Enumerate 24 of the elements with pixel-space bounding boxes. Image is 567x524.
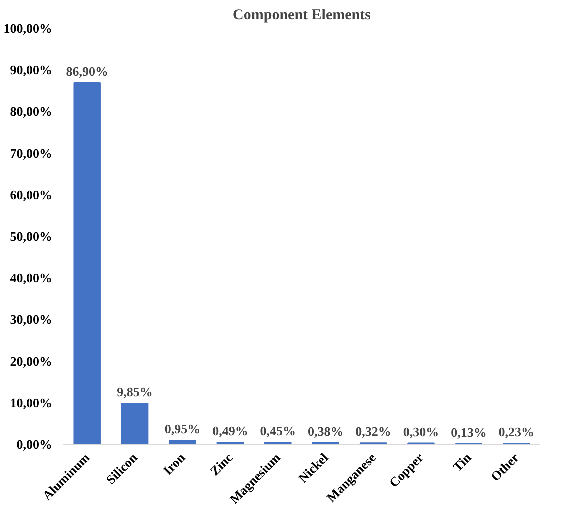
y-tick-label: 50,00% <box>10 229 52 244</box>
x-tick-label: Tin <box>450 450 475 474</box>
data-label: 0,38% <box>308 424 344 439</box>
y-tick-label: 10,00% <box>10 395 52 410</box>
y-tick-label: 60,00% <box>10 187 52 202</box>
y-tick-label: 20,00% <box>10 354 52 369</box>
y-tick-label: 40,00% <box>10 270 52 286</box>
data-label: 9,85% <box>117 384 153 400</box>
x-tick-label: Iron <box>160 450 189 478</box>
y-tick-label: 80,00% <box>10 104 52 120</box>
data-label: 0,13% <box>451 424 487 440</box>
data-label: 0,30% <box>403 424 440 440</box>
data-label: 0,95% <box>164 422 201 437</box>
data-label: 0,32% <box>356 424 392 440</box>
data-label: 0,23% <box>498 424 535 440</box>
y-tick-label: 0,00% <box>16 437 52 452</box>
y-tick-label: 90,00% <box>10 62 52 78</box>
data-label: 0,49% <box>212 423 248 438</box>
chart-title: Component Elements <box>233 8 372 24</box>
y-tick-label: 70,00% <box>10 146 52 161</box>
data-label: 0,45% <box>260 424 296 439</box>
data-label: 86,90% <box>66 64 108 79</box>
y-tick-label: 30,00% <box>10 312 52 328</box>
y-tick-label: 100,00% <box>4 21 52 36</box>
